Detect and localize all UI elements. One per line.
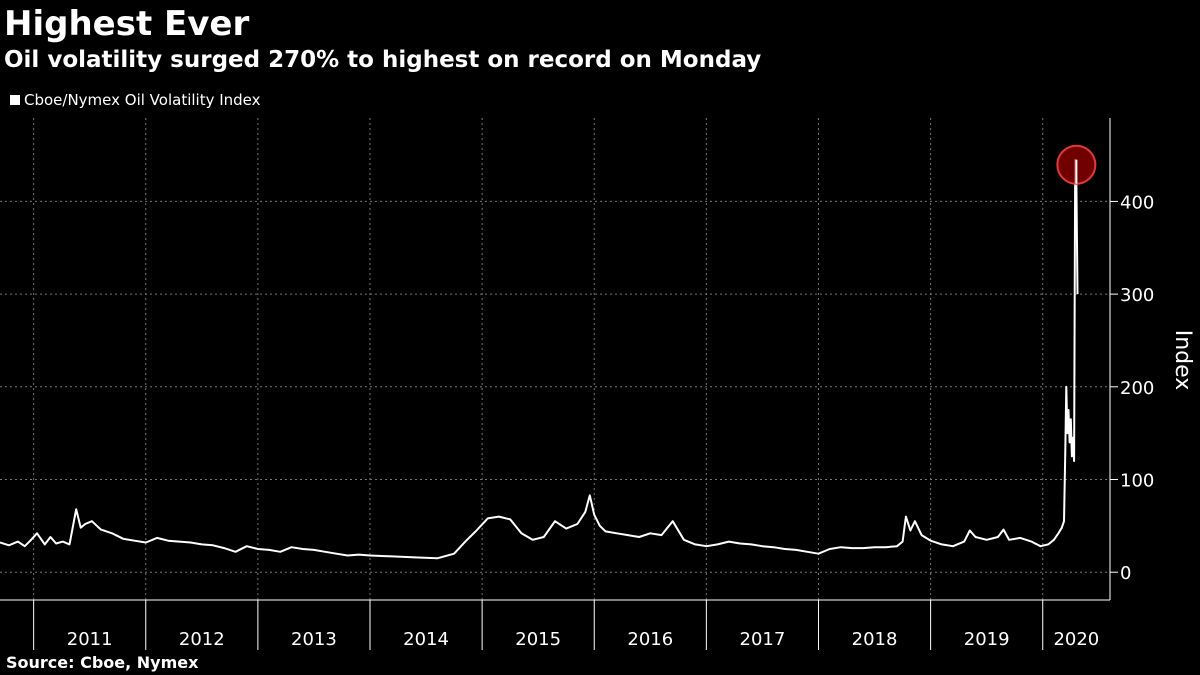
grid — [0, 118, 1110, 600]
x-tick-label: 2018 — [852, 629, 898, 650]
x-tick-label: 2015 — [515, 629, 561, 650]
y-axis-label: Index — [1170, 330, 1195, 391]
y-tick-label: 400 — [1120, 192, 1154, 213]
x-tick-label: 2019 — [964, 629, 1010, 650]
x-tick-label: 2017 — [740, 629, 786, 650]
y-axis: 0 100 200 300 400 — [1109, 118, 1154, 600]
x-tick-label: 2012 — [179, 629, 225, 650]
y-tick-label: 0 — [1120, 563, 1131, 584]
x-tick-label: 2013 — [291, 629, 337, 650]
x-tick-label: 2016 — [627, 629, 673, 650]
x-axis: 2011 2012 2013 2014 2015 2016 2017 2018 2019 2020 — [0, 599, 1110, 650]
chart-subtitle: Oil volatility surged 270% to highest on… — [4, 47, 762, 73]
y-tick-label: 300 — [1120, 285, 1154, 306]
x-tick-label: 2020 — [1053, 629, 1099, 650]
highlight-layer — [1056, 144, 1097, 185]
series-layer — [0, 158, 1079, 560]
y-tick-label: 100 — [1120, 471, 1154, 492]
legend: Cboe/Nymex Oil Volatility Index — [10, 90, 261, 110]
series-line-oil-volatility — [0, 158, 1079, 560]
x-tick-label: 2011 — [67, 629, 113, 650]
source-note: Source: Cboe, Nymex — [6, 653, 199, 672]
x-tick-label: 2014 — [403, 629, 449, 650]
chart-title: Highest Ever — [4, 4, 250, 44]
legend-label: Cboe/Nymex Oil Volatility Index — [24, 91, 261, 109]
legend-swatch — [10, 95, 20, 105]
y-tick-label: 200 — [1120, 378, 1154, 399]
